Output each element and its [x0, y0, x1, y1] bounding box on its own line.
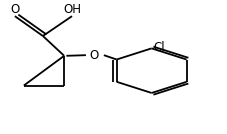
Text: OH: OH — [63, 3, 81, 16]
Text: O: O — [10, 3, 20, 16]
Text: Cl: Cl — [154, 41, 165, 54]
Text: O: O — [90, 49, 99, 62]
